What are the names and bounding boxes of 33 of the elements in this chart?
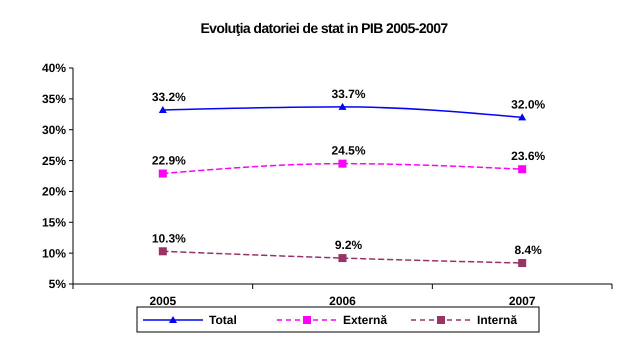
data-label: 9.2%	[334, 238, 362, 252]
data-label: 33.2%	[152, 90, 186, 104]
y-tick-label: 25%	[42, 154, 66, 168]
y-tick-label: 15%	[42, 215, 66, 230]
point	[518, 113, 526, 120]
chart-title: Evoluţia datoriei de stat in PIB 2005-2007	[200, 20, 448, 36]
data-label: 22.9%	[152, 154, 186, 168]
point	[158, 106, 167, 113]
y-tick-label: 35%	[42, 92, 66, 106]
legend-label: Internă	[477, 313, 518, 328]
point	[518, 259, 526, 268]
point	[338, 160, 346, 168]
data-label: 8.4%	[514, 243, 542, 258]
data-label: 24.5%	[331, 144, 366, 158]
x-tick-label: 2005	[149, 294, 177, 308]
y-tick-label: 40%	[42, 61, 66, 76]
point	[338, 254, 346, 262]
data-label: 23.6%	[511, 149, 546, 164]
x-tick-label: 2006	[329, 294, 356, 308]
y-tick-label: 5%	[48, 277, 66, 292]
legend-label: Total	[209, 313, 237, 328]
data-label: 32.0%	[511, 97, 546, 112]
data-label: 10.3%	[152, 231, 186, 246]
y-tick-label: 10%	[42, 246, 66, 260]
point	[338, 102, 346, 110]
x-tick-label: 2007	[508, 294, 536, 308]
y-tick-label: 20%	[42, 184, 66, 199]
data-label: 33.7%	[331, 86, 366, 101]
point	[158, 170, 167, 178]
point	[518, 165, 526, 174]
point	[158, 247, 167, 256]
legend-label: Externă	[343, 313, 388, 328]
y-tick-label: 30%	[42, 122, 66, 137]
